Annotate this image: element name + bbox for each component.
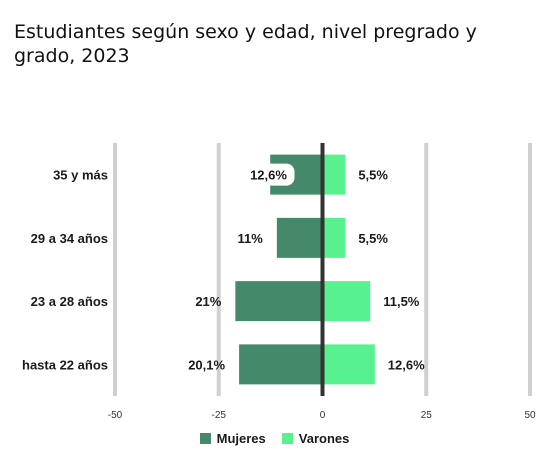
x-tick-label: -50 — [108, 410, 123, 421]
legend-item-mujeres[interactable]: Mujeres — [199, 431, 266, 446]
legend: Mujeres Varones — [0, 431, 549, 446]
legend-swatch-varones — [281, 433, 293, 444]
chart-title: Estudiantes según sexo y edad, nivel pre… — [14, 21, 477, 67]
data-label: 21% — [195, 294, 221, 309]
bar-mujeres — [235, 281, 323, 322]
category-label: hasta 22 años — [22, 357, 108, 372]
bar-varones — [322, 217, 346, 258]
data-label: 11,5% — [383, 294, 420, 309]
data-label: 12,6% — [388, 357, 425, 372]
legend-item-varones[interactable]: Varones — [281, 431, 350, 446]
category-label: 35 y más — [53, 168, 108, 183]
bar-chart: -50 -25 0 25 50 35 y más 12,6% 5,5% 29 a 34 años… — [22, 143, 536, 421]
legend-label-mujeres: Mujeres — [216, 431, 266, 446]
data-label: 5,5% — [358, 231, 388, 246]
category-label: 29 a 34 años — [31, 231, 108, 246]
bar-varones — [322, 154, 346, 195]
data-label: 12,6% — [250, 168, 287, 183]
bar-varones — [322, 281, 371, 322]
legend-label-varones: Varones — [298, 431, 350, 446]
data-label: 5,5% — [358, 168, 388, 183]
bar-varones — [322, 344, 375, 385]
data-label: 11% — [238, 231, 264, 246]
bar-mujeres — [239, 344, 323, 385]
x-tick-label: 0 — [320, 410, 326, 421]
data-label-bg — [242, 163, 295, 186]
x-tick-label: -25 — [212, 410, 227, 421]
bar-mujeres — [276, 217, 323, 258]
legend-swatch-mujeres — [199, 433, 211, 444]
category-label: 23 a 28 años — [31, 294, 108, 309]
data-label: 20,1% — [188, 357, 225, 372]
x-tick-label: 50 — [524, 410, 536, 421]
x-tick-label: 25 — [421, 410, 433, 421]
